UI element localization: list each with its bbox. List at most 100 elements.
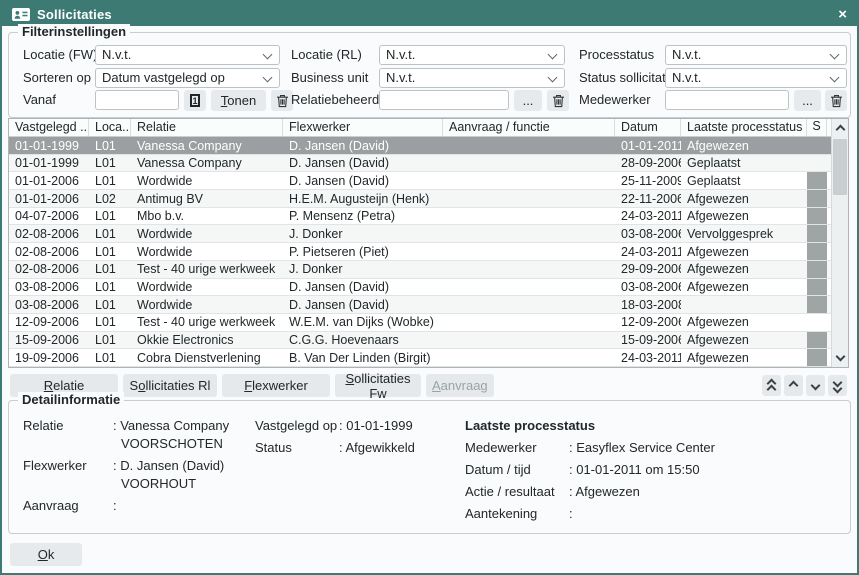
cell-vastgelegd: 12-09-2006 — [15, 315, 79, 330]
tab-button[interactable]: Flexwerker — [222, 374, 330, 397]
medewerker-input[interactable] — [665, 90, 789, 110]
detail-middle-column: Vastgelegd op : 01-01-1999 Status : Afge… — [255, 417, 415, 461]
status-sollicitatie-select[interactable]: N.v.t. — [665, 68, 847, 88]
cell-aanvraag — [443, 208, 615, 225]
trash-icon — [552, 94, 565, 108]
detail-field-label: Relatie — [23, 418, 64, 433]
cell-datum: 24-03-2011 — [621, 209, 681, 224]
table-row[interactable]: 03-08-2006 L01 Wordwide D. Jansen (David… — [9, 278, 831, 297]
first-record-button[interactable] — [762, 375, 781, 396]
cell-datum: 24-03-2011 — [621, 244, 681, 259]
cell-aanvraag — [443, 261, 615, 278]
business-unit-select[interactable]: N.v.t. — [379, 68, 565, 88]
tab-bar: Relatie Sollicitaties Rl Flexwerker Soll… — [10, 371, 494, 401]
cell-datum: 03-08-2006 — [621, 280, 681, 294]
clear-vanaf-button[interactable] — [271, 90, 293, 111]
column-header-aanvraag: Aanvraag / functie — [443, 119, 615, 136]
cell-relatie: Cobra Dienstverlening — [137, 350, 261, 365]
cell-aanvraag — [443, 332, 615, 349]
vertical-scrollbar[interactable] — [831, 119, 848, 367]
detail-field-value: : — [569, 506, 573, 521]
cell-datum: 24-03-2011 — [621, 350, 681, 365]
table-header: Vastgelegd ... Loca... Relatie Flexwerke… — [9, 119, 831, 137]
chevron-down-icon — [810, 380, 821, 391]
table-row[interactable]: 01-01-1999 L01 Vanessa Company D. Jansen… — [9, 137, 831, 155]
column-header-datum: Datum — [615, 119, 681, 136]
cell-flexwerker: B. Van Der Linden (Birgit) — [289, 350, 431, 365]
table-body: 01-01-1999 L01 Vanessa Company D. Jansen… — [9, 137, 831, 367]
tab-button[interactable]: Relatie — [10, 374, 118, 397]
table-row[interactable]: 03-08-2006 L01 Wordwide D. Jansen (David… — [9, 296, 831, 314]
clear-relatiebeheerder-button[interactable] — [547, 90, 569, 111]
cell-relatie: Test - 40 urige werkweek — [137, 315, 276, 330]
relatiebeheerder-input[interactable] — [379, 90, 509, 110]
scrollbar-thumb[interactable] — [833, 139, 847, 195]
cell-aanvraag — [443, 172, 615, 189]
close-button[interactable]: × — [838, 5, 847, 23]
table-row[interactable]: 12-09-2006 L01 Test - 40 urige werkweek … — [9, 313, 831, 332]
scroll-up-button[interactable] — [832, 120, 848, 136]
cell-vastgelegd: 02-08-2006 — [15, 226, 79, 241]
detail-field-value-line2: VOORHOUT — [121, 476, 197, 491]
table-row[interactable]: 01-01-1999 L01 Vanessa Company D. Jansen… — [9, 154, 831, 173]
cell-aanvraag — [443, 137, 615, 154]
processtatus-label: Processtatus — [579, 47, 655, 62]
cell-vastgelegd: 02-08-2006 — [15, 262, 79, 277]
cell-aanvraag — [443, 349, 615, 366]
table-row[interactable]: 02-08-2006 L01 Wordwide P. Pietseren (Pi… — [9, 243, 831, 261]
vanaf-input[interactable] — [95, 90, 179, 110]
cell-relatie: Wordwide — [137, 280, 193, 294]
column-header-relatie: Relatie — [131, 119, 283, 136]
sorteren-op-select[interactable]: Datum vastgelegd op — [95, 68, 280, 88]
locatie-fw-select[interactable]: N.v.t. — [95, 45, 280, 65]
cell-datum: 29-09-2006 — [621, 262, 681, 277]
relatiebeheerder-browse-button[interactable]: ... — [514, 90, 542, 111]
detail-info-legend: Detailinformatie — [18, 392, 125, 407]
locatie-fw-label: Locatie (FW) — [23, 47, 98, 62]
cell-flexwerker: J. Donker — [289, 262, 343, 277]
clear-medewerker-button[interactable] — [825, 90, 847, 111]
cell-s-indicator — [807, 314, 827, 331]
cell-vastgelegd: 01-01-2006 — [15, 191, 79, 206]
tab-button[interactable]: Sollicitaties Fw — [335, 371, 421, 401]
cell-locatie: L01 — [95, 297, 116, 312]
record-navigation — [762, 375, 847, 396]
detail-field: Aantekening : — [465, 505, 715, 523]
cell-s-indicator — [807, 155, 827, 172]
locatie-rl-select[interactable]: N.v.t. — [379, 45, 565, 65]
tab-button[interactable]: Sollicitaties Rl — [123, 374, 217, 397]
sollicitaties-table: Vastgelegd ... Loca... Relatie Flexwerke… — [8, 118, 849, 368]
chevron-up-icon — [835, 124, 845, 135]
table-row[interactable]: 02-08-2006 L01 Wordwide J. Donker 03-08-… — [9, 225, 831, 244]
detail-field-value-line2: VOORSCHOTEN — [121, 436, 223, 451]
table-row[interactable]: 02-08-2006 L01 Test - 40 urige werkweek … — [9, 260, 831, 279]
cell-datum: 18-03-2008 — [621, 297, 681, 312]
table-row[interactable]: 01-01-2006 L01 Wordwide D. Jansen (David… — [9, 172, 831, 191]
table-row[interactable]: 15-09-2006 L01 Okkie Electronics C.G.G. … — [9, 331, 831, 350]
calendar-button[interactable]: 1 — [184, 90, 206, 111]
tab-button[interactable]: Aanvraag — [426, 374, 494, 397]
ok-button[interactable]: Ok — [10, 543, 82, 566]
table-row[interactable]: 19-09-2006 L01 Cobra Dienstverlening B. … — [9, 349, 831, 367]
filter-settings-legend: Filterinstellingen — [18, 24, 131, 39]
tonen-button[interactable]: Tonen — [211, 90, 266, 111]
next-record-button[interactable] — [806, 375, 825, 396]
detail-right-column: Laatste processtatus Medewerker : Easyfl… — [465, 417, 715, 527]
processtatus-select[interactable]: N.v.t. — [665, 45, 847, 65]
detail-field: Datum / tijd : 01-01-2011 om 15:50 — [465, 461, 715, 479]
cell-locatie: L01 — [95, 138, 116, 153]
cell-aanvraag — [443, 314, 615, 331]
last-record-button[interactable] — [828, 375, 847, 396]
cell-relatie: Wordwide — [137, 297, 193, 312]
cell-relatie: Wordwide — [137, 173, 193, 188]
table-row[interactable]: 01-01-2006 L02 Antimug BV H.E.M. Auguste… — [9, 190, 831, 208]
cell-processtatus — [681, 296, 807, 313]
cell-flexwerker: W.E.M. van Dijks (Wobke) — [289, 315, 434, 330]
previous-record-button[interactable] — [784, 375, 803, 396]
cell-s-indicator — [807, 349, 827, 366]
scroll-down-button[interactable] — [832, 350, 848, 366]
cell-s-indicator — [807, 190, 827, 207]
cell-vastgelegd: 19-09-2006 — [15, 350, 79, 365]
medewerker-browse-button[interactable]: ... — [794, 90, 821, 111]
table-row[interactable]: 04-07-2006 L01 Mbo b.v. P. Mensenz (Petr… — [9, 207, 831, 226]
